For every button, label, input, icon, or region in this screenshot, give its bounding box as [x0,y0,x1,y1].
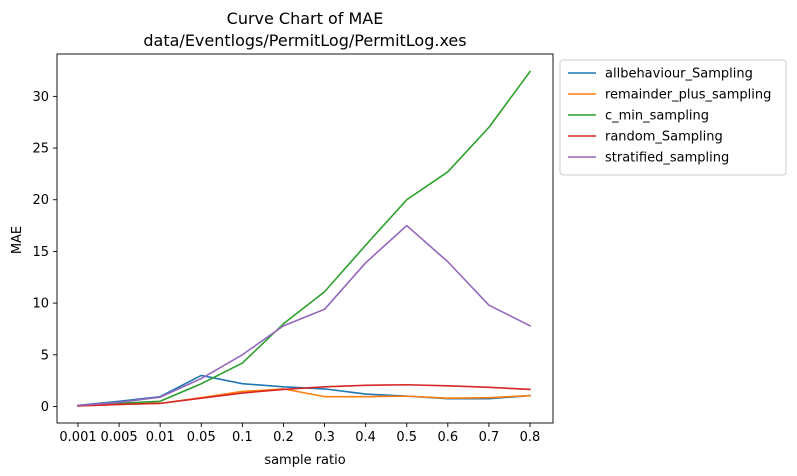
legend-label-random_Sampling: random_Sampling [605,130,723,145]
x-tick-label: 0.1 [232,430,253,445]
series-line-allbehaviour_Sampling [77,374,531,407]
x-tick-label: 0.05 [187,430,216,445]
chart-title: Curve Chart of MAE [227,9,384,28]
plot-frame [56,53,554,424]
legend-label-c_min_sampling: c_min_sampling [605,109,709,124]
y-tick-label: 10 [32,297,49,312]
series-line-stratified_sampling [77,224,532,407]
x-tick-label: 0.005 [100,430,137,445]
x-tick-label: 0.8 [520,430,541,445]
x-tick-label: 0.001 [59,430,96,445]
y-tick-label: 20 [32,193,49,208]
series-line-random_Sampling [77,383,531,407]
legend-box [559,59,787,176]
x-tick-label: 0.6 [437,430,458,445]
x-tick-label: 0.2 [273,430,294,445]
y-tick-label: 25 [32,142,49,157]
legend: allbehaviour_Sampling remainder_plus_samp… [559,59,787,176]
series-line-c_min_sampling [77,70,532,407]
legend-label-allbehaviour_Sampling: allbehaviour_Sampling [605,67,753,82]
x-tick-label: 0.4 [355,430,376,445]
y-tick-label: 30 [32,90,49,105]
plot-area: 0.001 0.005 0.01 0.05 0.1 0.2 0.3 0.4 0.5 0.6 0.7 0… [32,53,554,445]
x-tick-label: 0.5 [396,430,417,445]
chart-subtitle: data/Eventlogs/PermitLog/PermitLog.xes [143,31,466,50]
x-tick-label: 0.7 [479,430,500,445]
x-tick-label: 0.01 [146,430,175,445]
legend-label-stratified_sampling: stratified_sampling [605,151,729,166]
y-tick-label: 5 [41,348,49,363]
y-axis-label: MAE [10,226,25,254]
y-tick-label: 0 [41,400,49,415]
x-axis-label: sample ratio [264,453,345,468]
y-tick-label: 15 [32,245,49,260]
legend-label-remainder_plus_sampling: remainder_plus_sampling [605,88,771,103]
x-tick-label: 0.3 [314,430,335,445]
